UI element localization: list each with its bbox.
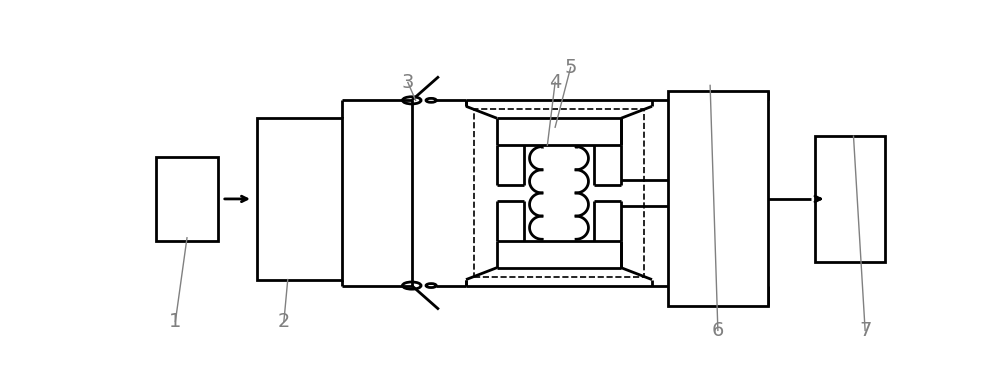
Text: 3: 3	[402, 73, 414, 92]
Bar	[815, 136, 885, 262]
Bar	[257, 118, 342, 280]
Bar	[474, 109, 644, 277]
Bar	[668, 92, 768, 307]
Text: 5: 5	[564, 58, 577, 77]
Text: 2: 2	[278, 312, 290, 331]
Text: 4: 4	[549, 73, 561, 92]
Text: 1: 1	[169, 312, 182, 331]
Text: 7: 7	[859, 321, 871, 340]
Text: 6: 6	[712, 321, 724, 340]
Bar	[156, 157, 218, 241]
